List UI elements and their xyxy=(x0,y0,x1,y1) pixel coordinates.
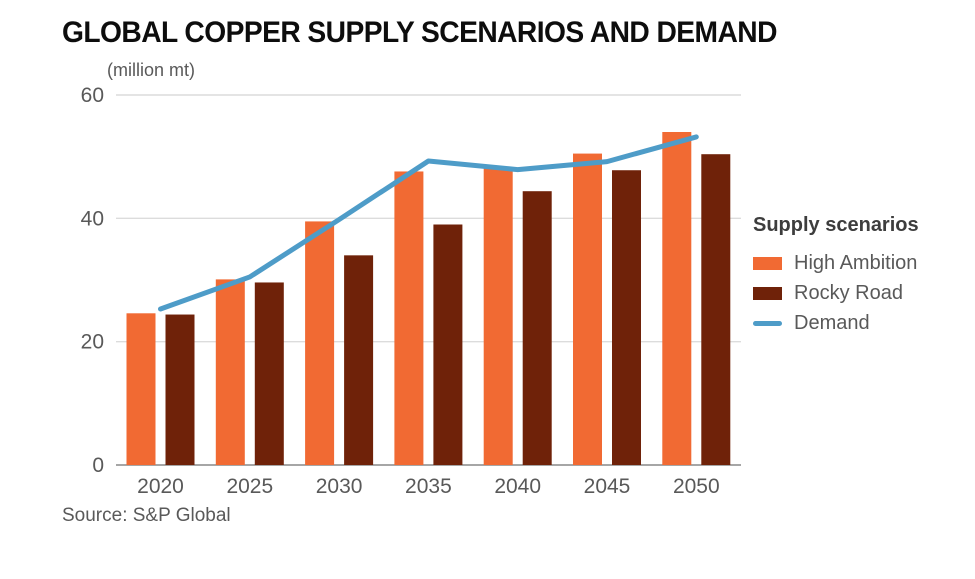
bar-high-ambition-2020 xyxy=(126,313,156,465)
bar-high-ambition-2030 xyxy=(305,221,335,465)
x-tick-label-2035: 2035 xyxy=(405,475,452,498)
x-tick-label-2025: 2025 xyxy=(226,475,273,498)
source-text: Source: S&P Global xyxy=(62,505,231,526)
bar-high-ambition-2045 xyxy=(573,153,602,466)
bar-rocky-road-2030 xyxy=(344,255,374,465)
bar-rocky-road-2020 xyxy=(165,314,195,465)
x-tick-label-2050: 2050 xyxy=(673,475,720,498)
y-tick-label-40: 40 xyxy=(81,207,104,230)
legend-swatch-demand-line-icon xyxy=(753,320,782,326)
y-tick-label-0: 0 xyxy=(92,454,104,477)
x-tick-label-2020: 2020 xyxy=(137,475,184,498)
legend-swatch-rocky-road-icon xyxy=(753,286,782,300)
legend-swatch-high-ambition-icon xyxy=(753,256,782,270)
y-tick-label-60: 60 xyxy=(81,84,104,107)
y-tick-label-20: 20 xyxy=(81,331,104,354)
bar-rocky-road-2040 xyxy=(522,191,552,465)
chart-title: GLOBAL COPPER SUPPLY SCENARIOS AND DEMAN… xyxy=(62,16,777,49)
bar-rocky-road-2035 xyxy=(433,224,463,465)
bar-high-ambition-2025 xyxy=(215,279,245,465)
legend-label-high-ambition: High Ambition xyxy=(794,251,918,274)
bar-high-ambition-2035 xyxy=(394,171,424,465)
bar-rocky-road-2045 xyxy=(612,170,641,465)
legend-item-high-ambition: High Ambition xyxy=(753,248,968,278)
x-tick-label-2030: 2030 xyxy=(316,475,363,498)
x-tick-label-2045: 2045 xyxy=(584,475,631,498)
bar-high-ambition-2040 xyxy=(483,167,513,465)
legend-label-rocky-road: Rocky Road xyxy=(794,281,903,304)
legend-title: Supply scenarios xyxy=(753,214,919,236)
legend-item-demand: Demand xyxy=(753,308,968,338)
bar-high-ambition-2050 xyxy=(662,132,692,465)
demand-line xyxy=(158,134,699,312)
x-tick-label-2040: 2040 xyxy=(494,475,541,498)
legend-item-rocky-road: Rocky Road xyxy=(753,278,968,308)
bar-rocky-road-2050 xyxy=(701,154,731,465)
legend: Supply scenarios High Ambition Rocky Roa… xyxy=(753,214,968,338)
bar-rocky-road-2025 xyxy=(254,282,284,465)
legend-label-demand: Demand xyxy=(794,311,870,334)
y-axis-unit-label: (million mt) xyxy=(107,60,195,80)
